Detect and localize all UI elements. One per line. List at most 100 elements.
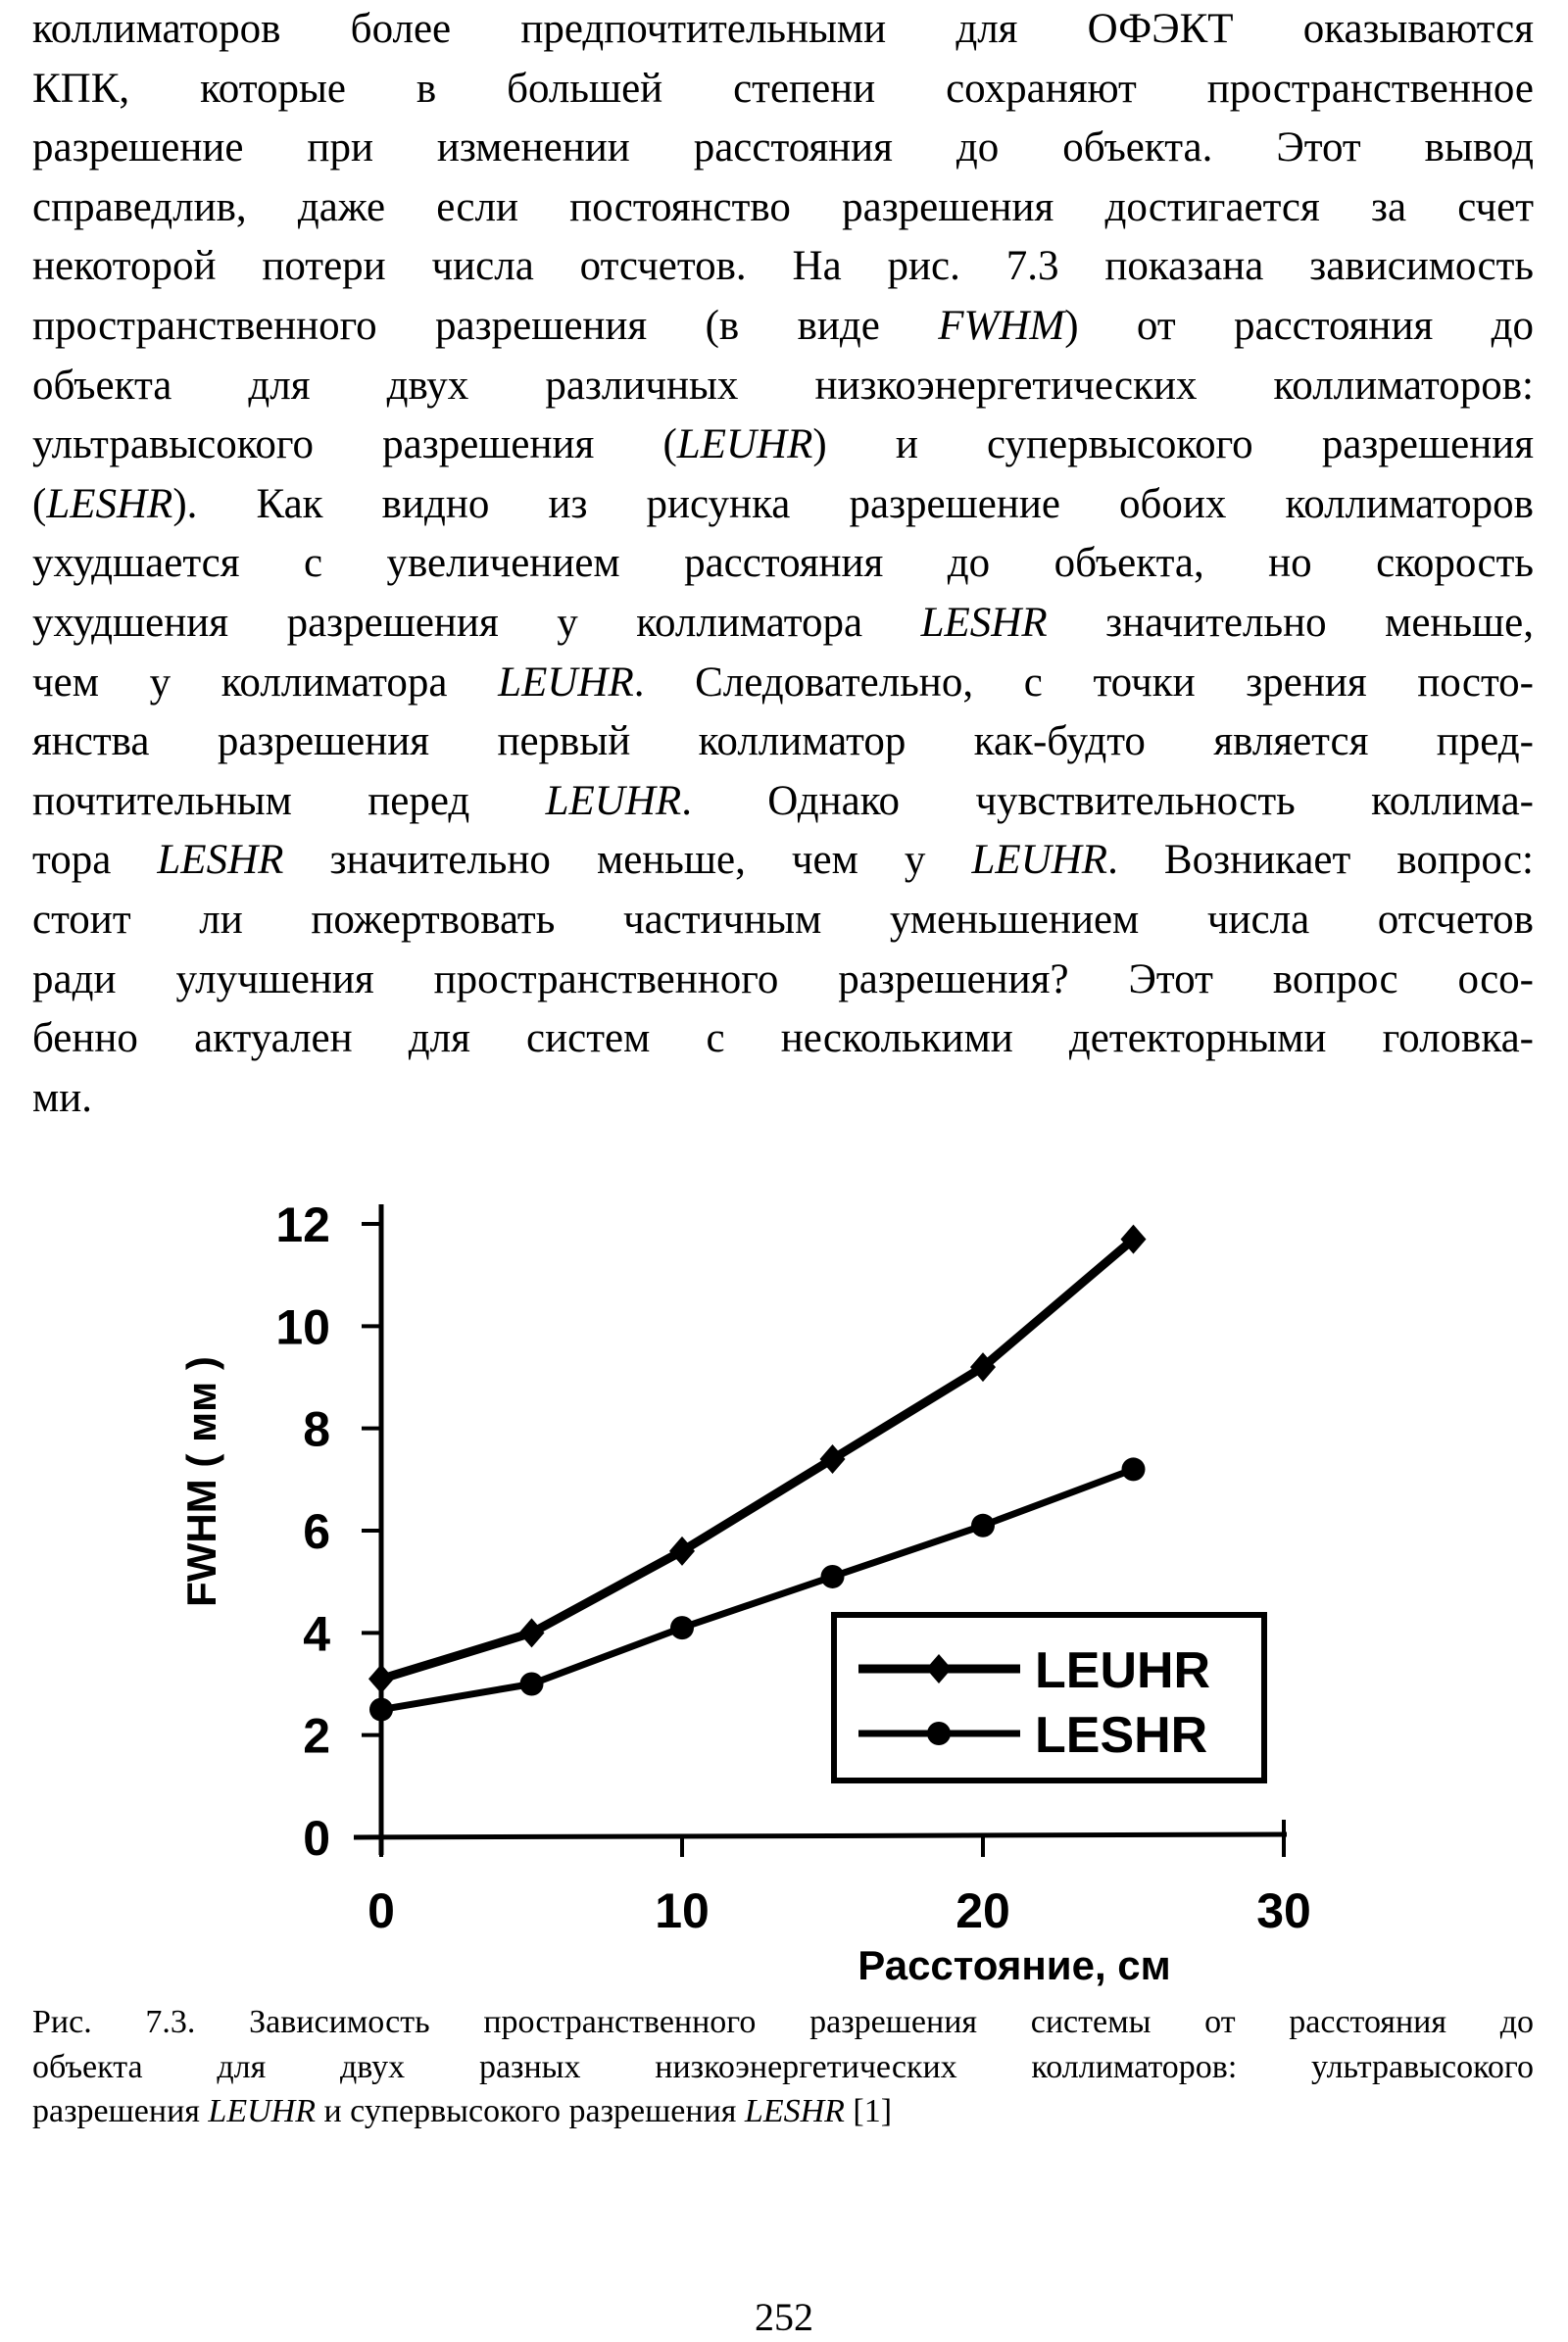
x-tick-label: 10 xyxy=(655,1883,710,1938)
text-run: почтительным перед xyxy=(32,777,546,824)
legend-label-leshr: LESHR xyxy=(1035,1707,1207,1764)
y-tick-label: 2 xyxy=(303,1709,330,1764)
paragraph-line: почтительным перед LEUHR. Однако чувстви… xyxy=(32,772,1534,832)
data-point-leshr xyxy=(971,1513,995,1537)
figure-7-3-chart: 0 2 4 6 8 10 12 0 10 20 30 Расстояние, см FWHM ( мм … xyxy=(178,1197,1311,1988)
text-run: пространственного разрешения (в виде xyxy=(32,302,939,349)
italic-term: LESHR xyxy=(46,480,173,527)
data-point-leuhr xyxy=(368,1664,394,1694)
text-run: объекта для двух различных низкоэнергети… xyxy=(32,362,1534,409)
text-run: коллиматоров более предпочтительными для… xyxy=(32,6,1534,52)
text-run: ми. xyxy=(32,1074,92,1121)
text-run: ( xyxy=(32,480,47,527)
x-axis xyxy=(353,1831,1288,1840)
text-run: и супервысокого разрешения xyxy=(315,2093,745,2129)
x-tick-label: 30 xyxy=(1256,1883,1311,1938)
text-run: КПК, которые в большей степени сохраняют… xyxy=(32,65,1534,112)
caption-line: объекта для двух разных низкоэнергетичес… xyxy=(32,2045,1534,2090)
y-tick-label: 12 xyxy=(275,1197,330,1252)
figure-caption: Рис. 7.3. Зависимость пространственного … xyxy=(32,2000,1534,2134)
text-run: ультравысокого разрешения ( xyxy=(32,421,677,468)
y-tick-label: 4 xyxy=(303,1606,330,1661)
text-run: [1] xyxy=(844,2093,893,2129)
paragraph-line: ухудшается с увеличением расстояния до о… xyxy=(32,534,1534,594)
text-run: ). Как видно из рисунка разрешение обоих… xyxy=(172,480,1534,527)
y-tick-label: 6 xyxy=(303,1504,330,1559)
data-point-leshr xyxy=(519,1672,544,1696)
text-run: разрешения xyxy=(32,2093,209,2129)
data-point-leuhr xyxy=(819,1443,846,1474)
text-run: ухудшается с увеличением расстояния до о… xyxy=(32,540,1534,587)
y-tick-label: 8 xyxy=(303,1402,330,1457)
text-run: ) от расстояния до xyxy=(1064,302,1534,349)
text-run: стоит ли пожертвовать частичным уменьшен… xyxy=(32,896,1534,943)
data-point-leshr xyxy=(670,1616,694,1640)
data-point-leshr xyxy=(820,1564,845,1588)
text-run: разрешение при изменении расстояния до о… xyxy=(32,124,1534,171)
text-run: значительно меньше, чем у xyxy=(283,837,972,884)
text-run: ухудшения разрешения у коллиматора xyxy=(32,599,921,646)
paragraph-line: янства разрешения первый коллиматор как-… xyxy=(32,712,1534,772)
text-run: ) и супервысокого разрешения xyxy=(812,421,1534,468)
paragraph-line: стоит ли пожертвовать частичным уменьшен… xyxy=(32,891,1534,951)
paragraph-line: пространственного разрешения (в виде FWH… xyxy=(32,297,1534,357)
italic-term: FWHM xyxy=(938,302,1065,349)
text-run: янства разрешения первый коллиматор как-… xyxy=(32,718,1534,765)
legend-marker-leuhr xyxy=(926,1654,952,1683)
italic-term: LESHR xyxy=(744,2093,845,2129)
data-point-leuhr xyxy=(970,1352,996,1383)
italic-term: LESHR xyxy=(157,837,284,884)
paragraph-line: ультравысокого разрешения (LEUHR) и супе… xyxy=(32,415,1534,475)
y-tick-label: 0 xyxy=(303,1811,330,1866)
paragraph-line: разрешение при изменении расстояния до о… xyxy=(32,119,1534,178)
x-tick-label: 0 xyxy=(368,1883,395,1938)
paragraph-line: тора LESHR значительно меньше, чем у LEU… xyxy=(32,831,1534,891)
italic-term: LEUHR xyxy=(208,2093,316,2129)
legend-box xyxy=(831,1612,1267,1783)
paragraph-line: бенно актуален для систем с несколькими … xyxy=(32,1009,1534,1069)
caption-line: разрешения LEUHR и супервысокого разреше… xyxy=(32,2089,1534,2134)
paragraph-line: коллиматоров более предпочтительными для… xyxy=(32,0,1534,60)
text-run: . Возникает вопрос: xyxy=(1107,837,1534,884)
text-run: бенно актуален для систем с несколькими … xyxy=(32,1015,1534,1062)
italic-term: LEUHR xyxy=(498,659,634,706)
data-point-leshr xyxy=(369,1697,393,1722)
text-run: объекта для двух разных низкоэнергетичес… xyxy=(32,2048,1534,2085)
body-text: коллиматоров более предпочтительными для… xyxy=(32,0,1534,1128)
page-number: 252 xyxy=(755,2295,813,2339)
text-run: чем у коллиматора xyxy=(32,659,499,706)
text-run: ради улучшения пространственного разреше… xyxy=(32,955,1534,1002)
y-axis-label: FWHM ( мм ) xyxy=(178,1356,224,1607)
text-run: справедлив, даже если постоянство разреш… xyxy=(32,183,1534,230)
y-tick-label: 10 xyxy=(275,1299,330,1354)
italic-term: LESHR xyxy=(920,599,1048,646)
paragraph-line: (LESHR). Как видно из рисунка разрешение… xyxy=(32,475,1534,535)
series-line-leshr xyxy=(380,1466,1135,1714)
paragraph-line: ухудшения разрешения у коллиматора LESHR… xyxy=(32,594,1534,654)
paragraph-line: объекта для двух различных низкоэнергети… xyxy=(32,357,1534,416)
paragraph-line: КПК, которые в большей степени сохраняют… xyxy=(32,60,1534,120)
data-point-leuhr xyxy=(518,1618,545,1648)
legend-label-leuhr: LEUHR xyxy=(1035,1642,1210,1699)
text-run: значительно меньше, xyxy=(1047,599,1535,646)
data-point-leshr xyxy=(1121,1457,1146,1482)
text-run: . Следовательно, с точки зрения посто- xyxy=(633,659,1534,706)
italic-term: LEUHR xyxy=(545,777,682,824)
text-run: . Однако чувствительность коллима- xyxy=(681,777,1534,824)
paragraph-line: чем у коллиматора LEUHR. Следовательно, … xyxy=(32,654,1534,713)
text-run: тора xyxy=(32,837,158,884)
data-point-leuhr xyxy=(669,1536,695,1566)
text-run: Рис. 7.3. Зависимость пространственного … xyxy=(32,2004,1534,2040)
series-line-leuhr xyxy=(379,1236,1137,1683)
legend-marker-leshr xyxy=(927,1722,951,1745)
paragraph-line: ми. xyxy=(32,1069,1534,1129)
paragraph-line: справедлив, даже если постоянство разреш… xyxy=(32,178,1534,238)
italic-term: LEUHR xyxy=(676,421,813,468)
caption-line: Рис. 7.3. Зависимость пространственного … xyxy=(32,2000,1534,2045)
paragraph-line: некоторой потери числа отсчетов. На рис.… xyxy=(32,237,1534,297)
paragraph-line: ради улучшения пространственного разреше… xyxy=(32,951,1534,1010)
x-tick-label: 20 xyxy=(956,1883,1010,1938)
italic-term: LEUHR xyxy=(971,837,1108,884)
text-run: некоторой потери числа отсчетов. На рис.… xyxy=(32,243,1534,290)
x-axis-label: Расстояние, см xyxy=(858,1942,1170,1988)
